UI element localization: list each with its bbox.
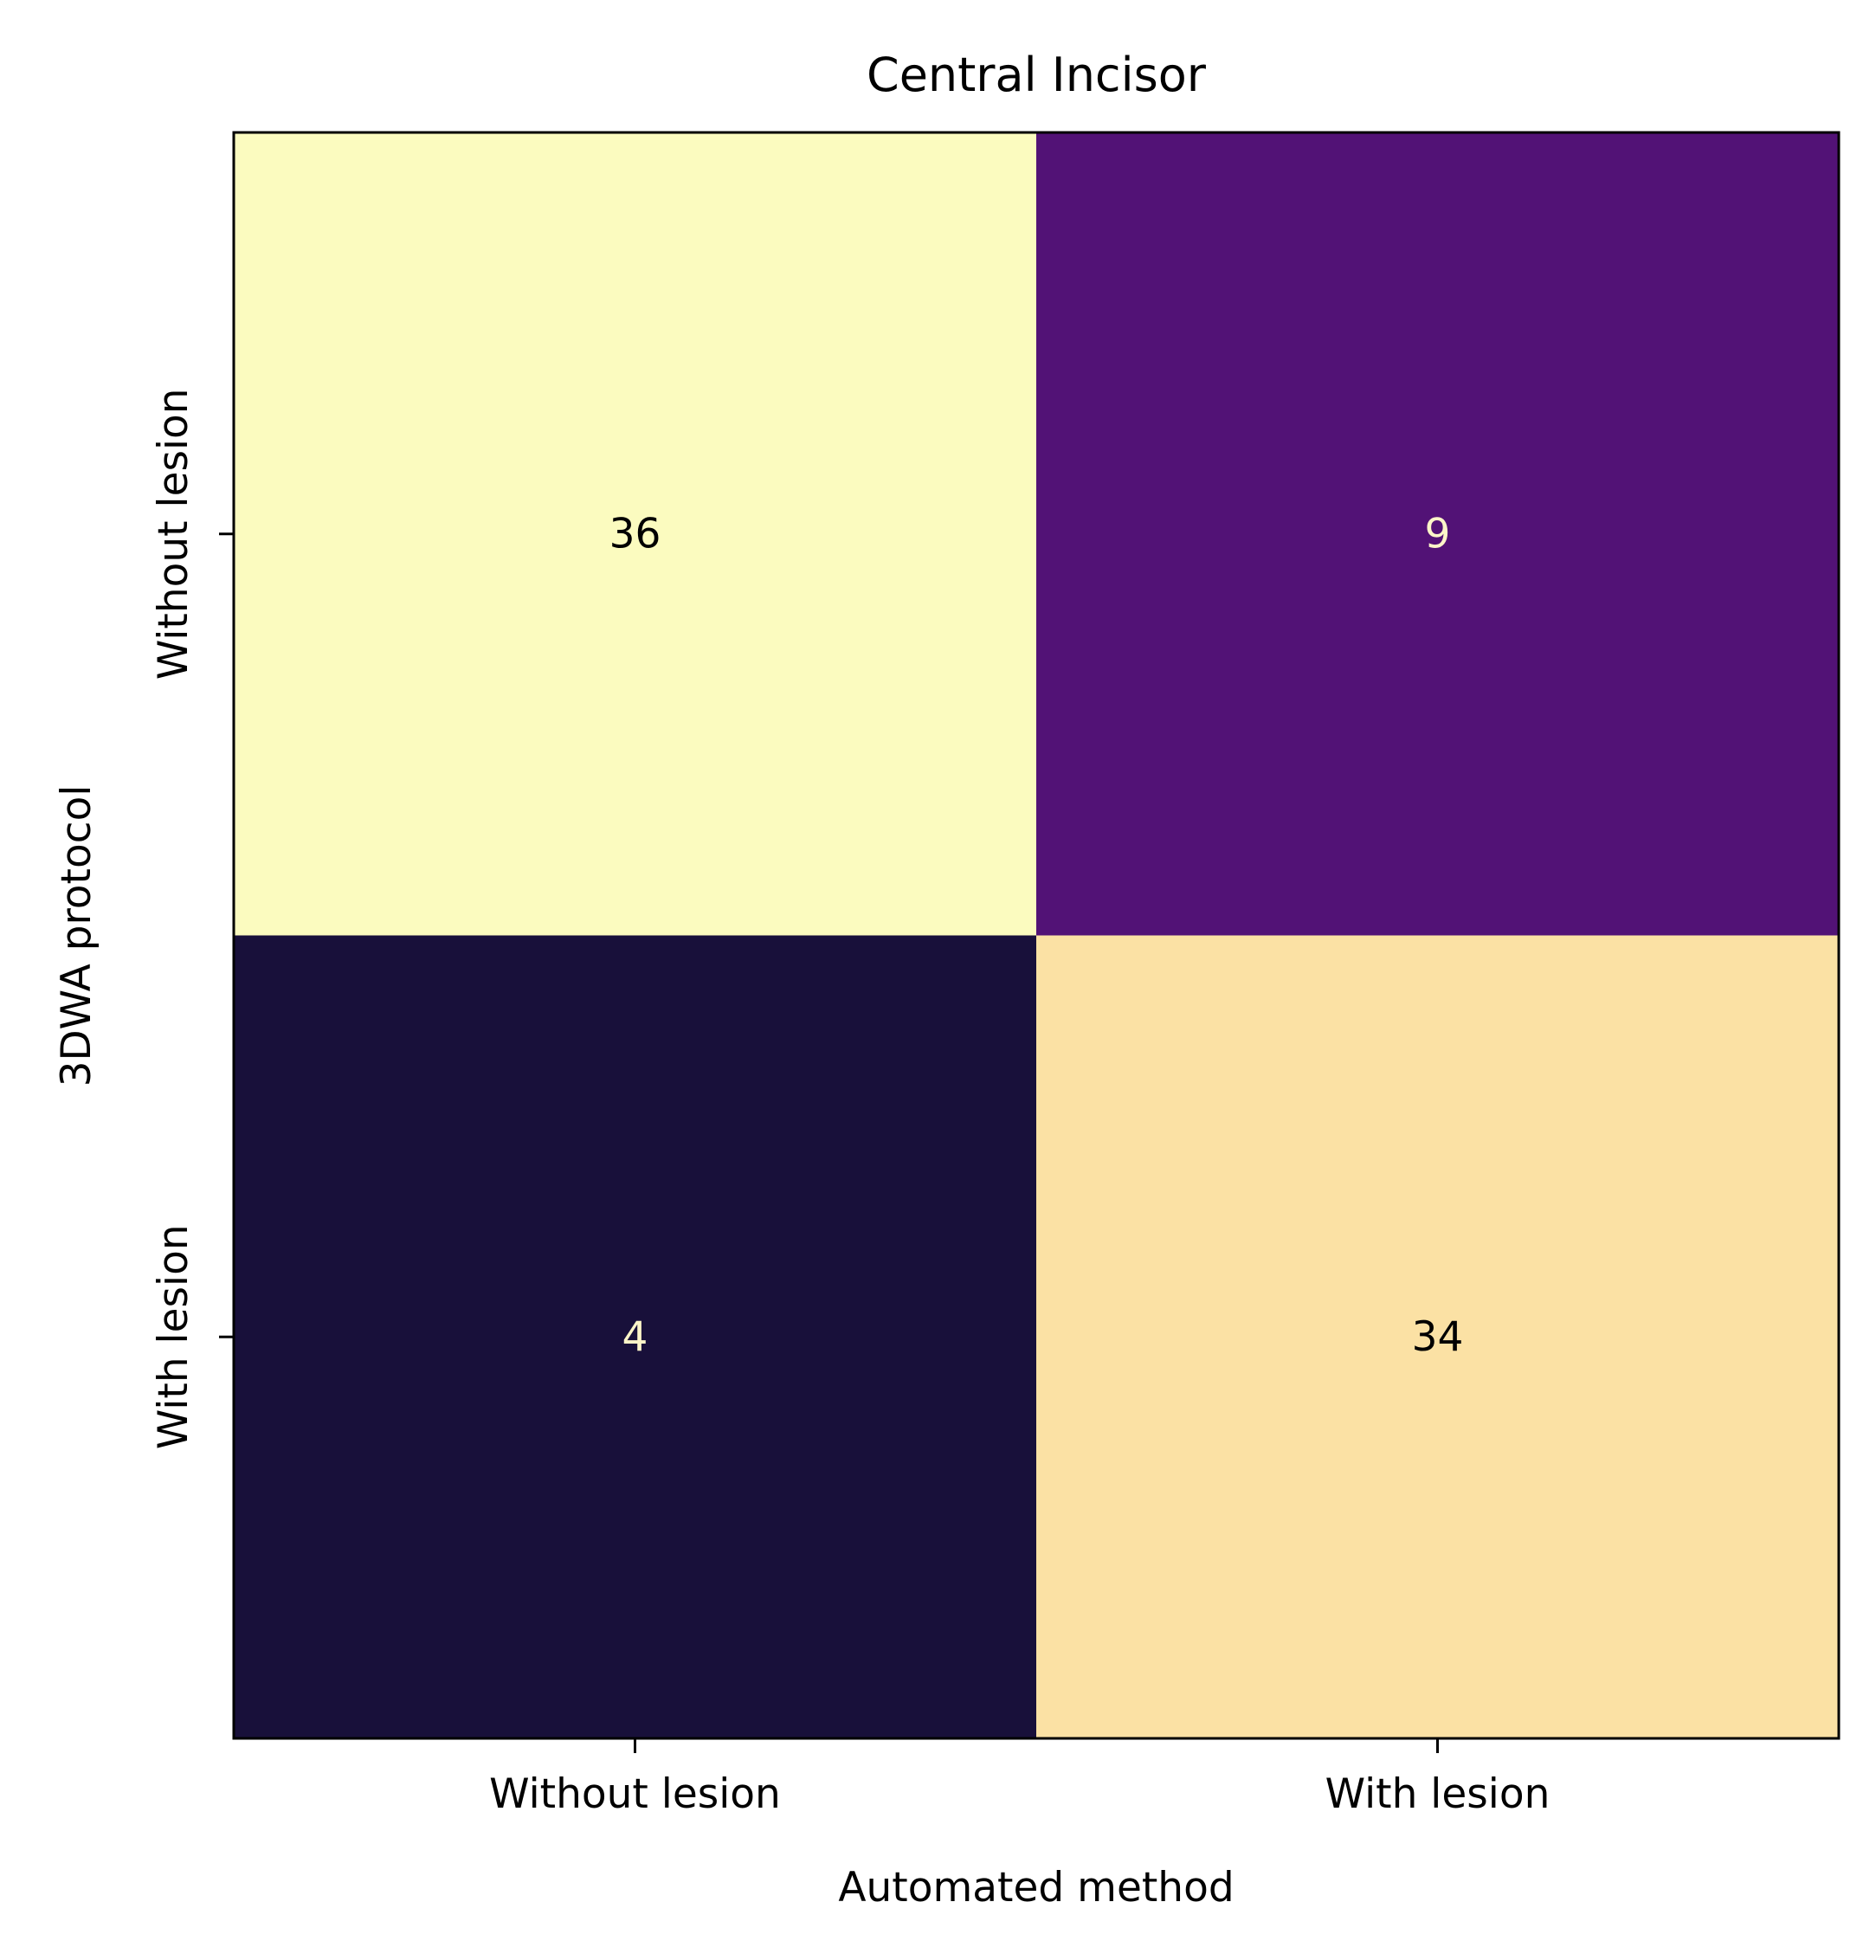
heatmap-cell-labels: 36 9 4 34 bbox=[609, 510, 1464, 1361]
cell-value-r1-c1: 34 bbox=[1412, 1313, 1464, 1361]
y-tick-label-0: Without lesion bbox=[150, 388, 197, 680]
cell-value-r0-c1: 9 bbox=[1425, 510, 1451, 558]
y-tick-label-1: With lesion bbox=[150, 1224, 197, 1449]
heatmap-cell-r1-c1 bbox=[1036, 935, 1840, 1739]
y-axis-label: 3DWA protocol bbox=[53, 785, 100, 1087]
heatmap-cell-r1-c0 bbox=[234, 935, 1037, 1739]
cell-value-r0-c0: 36 bbox=[609, 510, 661, 558]
heatmap-cells bbox=[234, 132, 1840, 1739]
heatmap-cell-r0-c0 bbox=[234, 132, 1037, 936]
x-axis-label: Automated method bbox=[838, 1864, 1234, 1912]
cell-value-r1-c0: 4 bbox=[622, 1313, 648, 1361]
heatmap-cell-r0-c1 bbox=[1036, 132, 1840, 936]
chart-title: Central Incisor bbox=[867, 48, 1207, 102]
x-tick-label-0: Without lesion bbox=[489, 1770, 781, 1818]
x-tick-label-1: With lesion bbox=[1325, 1770, 1550, 1818]
plot-frame bbox=[232, 131, 1841, 1740]
x-axis-ticks: Without lesion With lesion bbox=[489, 1738, 1550, 1818]
y-axis-ticks: Without lesion With lesion bbox=[150, 388, 234, 1449]
